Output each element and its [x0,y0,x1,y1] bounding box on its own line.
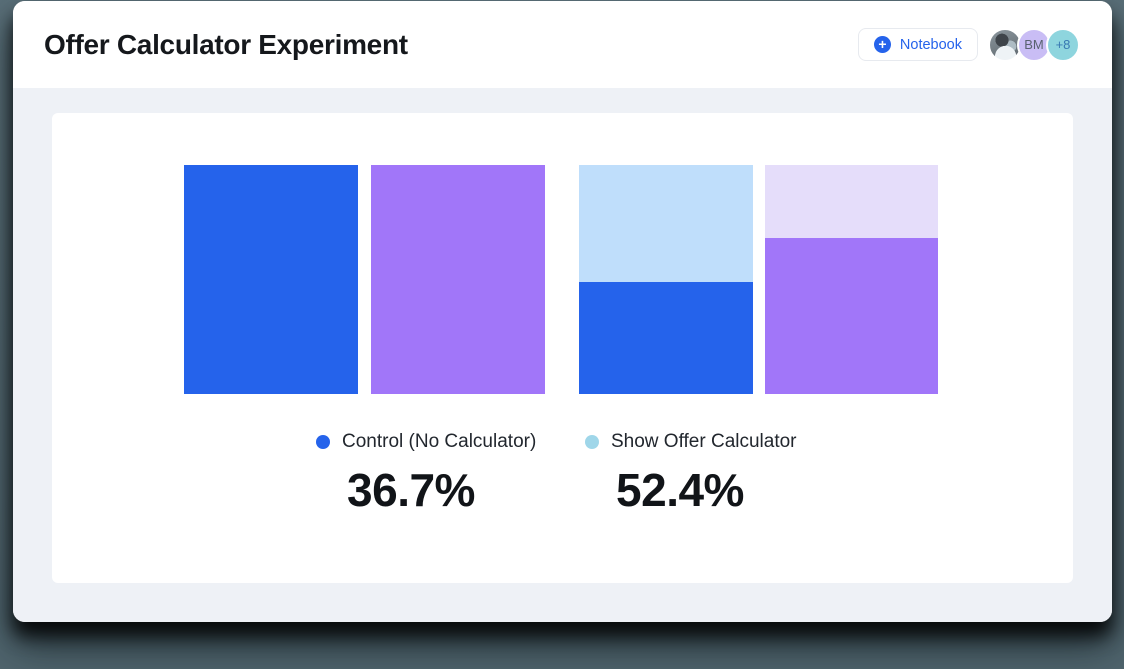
bar-control-split [579,165,753,394]
plus-circle-icon: + [873,36,891,53]
notebook-button-label: Notebook [899,36,962,53]
bar-segment [765,238,938,394]
legend-dot-variant-icon [585,435,599,449]
app-window: Offer Calculator Experiment + Notebook B… [13,1,1112,622]
metric-control-rate: 36.7% [347,464,475,516]
bar-control-total [184,165,358,394]
bar-segment [579,165,753,282]
bar-variant-total [371,165,545,394]
bar-segment [371,165,545,394]
notebook-button[interactable]: + Notebook [857,28,978,61]
legend-label-control: Control (No Calculator) [342,431,537,452]
bar-segment [579,281,753,394]
metric-variant-rate: 52.4% [616,464,744,516]
legend-item-control: Control (No Calculator) [316,431,536,453]
experiment-chart-card: Control (No Calculator) Show Offer Calcu… [52,113,1073,583]
avatar-photo[interactable] [988,27,1022,62]
bar-variant-split [765,165,938,394]
page-body: Control (No Calculator) Show Offer Calcu… [13,88,1112,622]
bar-segment [765,165,938,239]
legend-item-variant: Show Offer Calculator [585,431,797,453]
avatar-initials[interactable]: BM [1017,27,1051,62]
page-title: Offer Calculator Experiment [44,28,408,60]
avatar-group: BM +8 [988,27,1080,62]
bar-segment [184,165,358,394]
bar-chart [184,165,938,394]
legend-label-variant: Show Offer Calculator [611,431,797,452]
legend-dot-control-icon [316,435,330,449]
avatar-overflow-count[interactable]: +8 [1046,27,1080,62]
header-actions: + Notebook BM +8 [857,27,1080,62]
chart-legend: Control (No Calculator) Show Offer Calcu… [52,431,1073,455]
window-header: Offer Calculator Experiment + Notebook B… [13,1,1112,88]
